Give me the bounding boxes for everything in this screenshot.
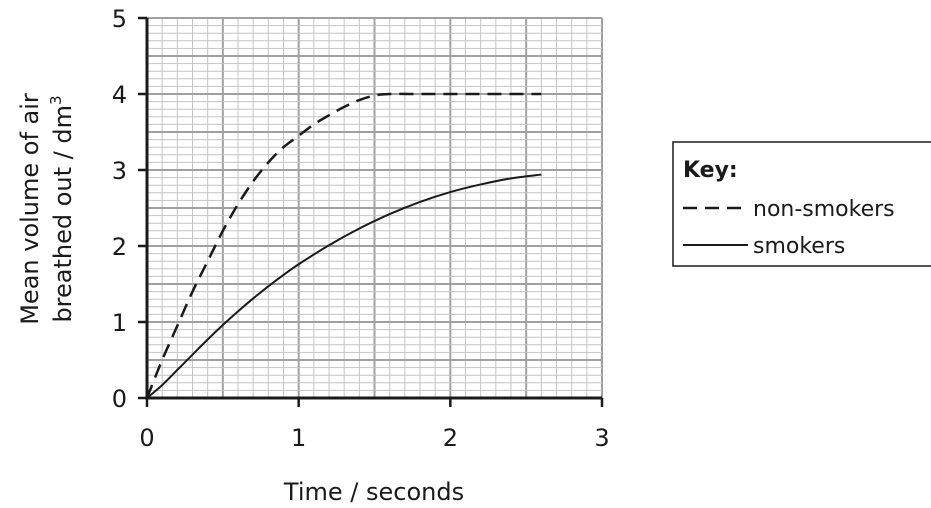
y-tick-label: 2 <box>112 233 127 261</box>
y-axis-title: Mean volume of air breathed out / dm3 <box>16 93 77 325</box>
y-tick-label: 5 <box>112 5 127 33</box>
legend-label-non-smokers: non-smokers <box>753 197 895 222</box>
y-axis-title-line1: Mean volume of air <box>16 93 44 325</box>
x-axis-title: Time / seconds <box>283 478 464 506</box>
grid <box>146 17 603 399</box>
series-line-smokers <box>146 173 542 399</box>
legend-label-smokers: smokers <box>753 234 845 259</box>
x-tick-label: 2 <box>443 424 458 452</box>
y-tick-label: 0 <box>112 385 127 413</box>
axes <box>138 16 604 407</box>
legend-box <box>672 141 931 267</box>
x-tick-label: 0 <box>139 424 154 452</box>
x-tick-label: 3 <box>594 424 609 452</box>
legend: Key: non-smokers smokers <box>672 141 931 267</box>
series-lines <box>145 92 542 399</box>
y-tick-label: 1 <box>112 309 127 337</box>
y-tick-label: 4 <box>112 81 127 109</box>
y-axis-title-line2-text: breathed out / dm <box>49 105 77 323</box>
y-tick-label: 3 <box>112 157 127 185</box>
legend-title: Key: <box>683 158 738 183</box>
x-tick-label: 1 <box>291 424 306 452</box>
y-axis-title-superscript: 3 <box>47 95 65 105</box>
tick-labels: 0 1 2 3 0 1 2 3 4 5 <box>112 5 610 452</box>
series-line-non-smokers <box>145 92 542 399</box>
y-axis-title-line2: breathed out / dm3 <box>47 95 77 322</box>
